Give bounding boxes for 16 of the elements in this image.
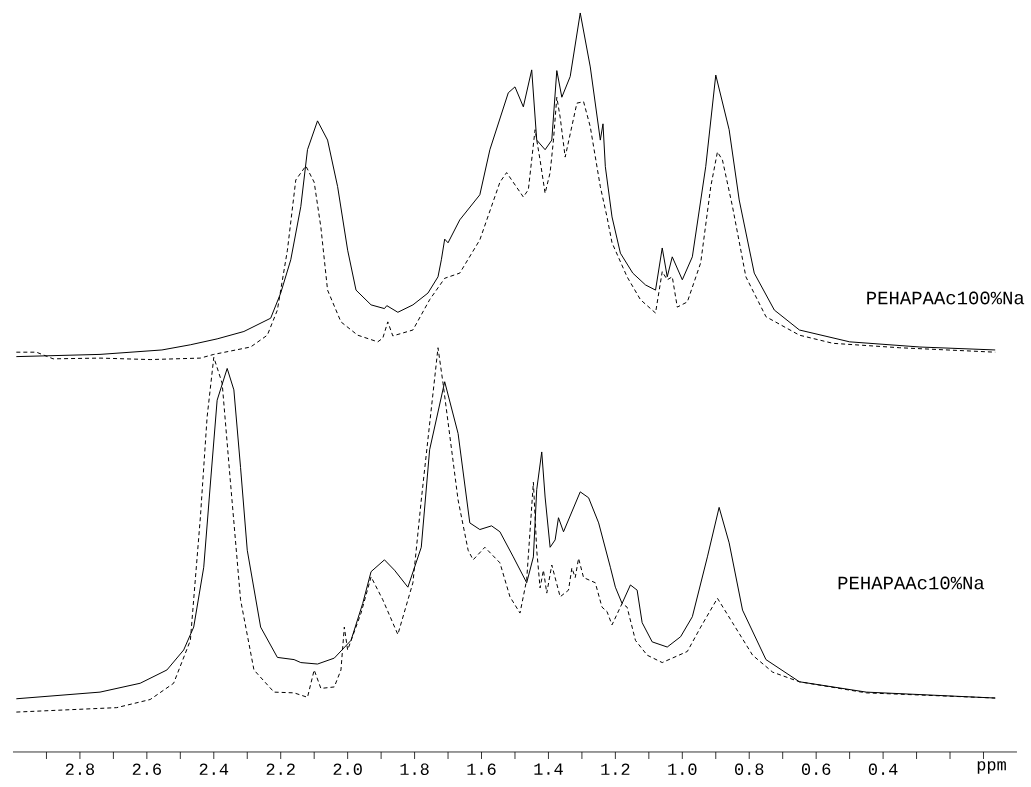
- x-tick-label: 0.8: [735, 763, 764, 776]
- x-tick-label: 1.2: [601, 763, 630, 775]
- x-tick-label: 2.0: [333, 763, 362, 776]
- annotation: PEHAPAAc100%Na: [867, 291, 1025, 305]
- x-axis-title: ppm: [977, 761, 1006, 774]
- x-tick-label: 1.6: [467, 763, 496, 776]
- x-tick-label: 1.4: [534, 763, 563, 775]
- x-tick-label: 2.2: [266, 763, 295, 775]
- x-tick-label: 0.4: [868, 763, 898, 776]
- x-tick-label: 1.8: [400, 763, 429, 776]
- x-tick-label: 2.8: [65, 763, 95, 776]
- x-tick-label: 0.6: [801, 763, 831, 776]
- x-tick-label: 1.0: [668, 763, 697, 776]
- x-tick-label: 2.6: [132, 763, 161, 776]
- annotation: PEHAPAAc10%Na: [838, 576, 985, 590]
- x-tick-label: 2.4: [199, 763, 229, 775]
